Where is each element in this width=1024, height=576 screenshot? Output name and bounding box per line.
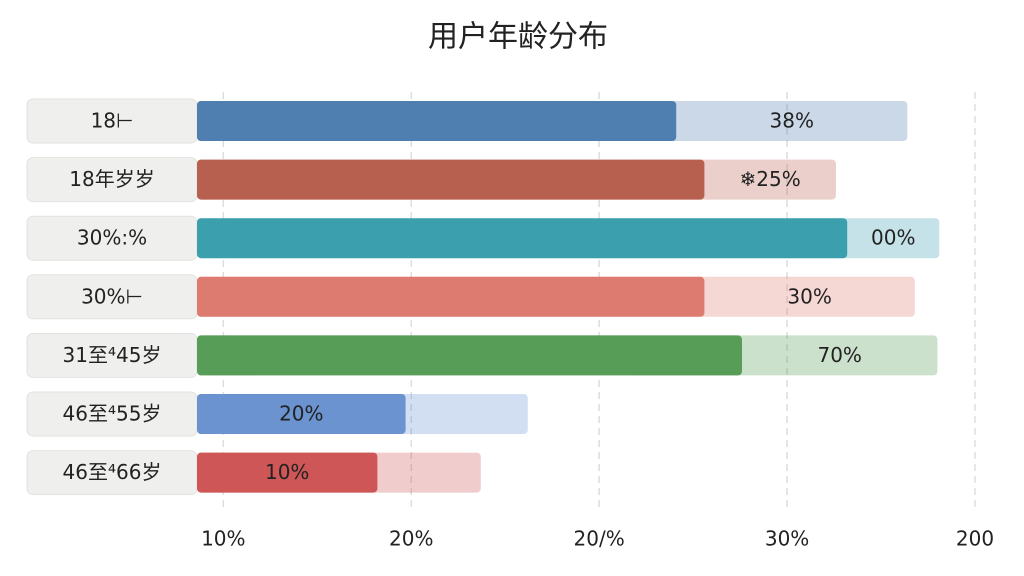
x-tick-label: 20/% bbox=[574, 527, 625, 551]
bar-label: 38% bbox=[770, 109, 814, 133]
bar bbox=[197, 394, 406, 434]
bar bbox=[197, 452, 378, 493]
bar bbox=[197, 159, 705, 200]
x-tick-label: 20% bbox=[389, 527, 433, 551]
chart-title: 用户年龄分布 bbox=[428, 20, 608, 55]
bar-label: 20% bbox=[279, 402, 323, 426]
x-tick-label: 30% bbox=[765, 527, 809, 551]
bar-label: ❄25% bbox=[740, 167, 801, 191]
y-tick-label: 30%⊢ bbox=[81, 284, 143, 308]
bar-label: 70% bbox=[817, 343, 861, 367]
y-tick-label: 30%:% bbox=[77, 226, 147, 250]
bar bbox=[197, 276, 705, 317]
x-tick-label: 200 bbox=[956, 527, 994, 551]
bar-label: 10% bbox=[265, 460, 309, 484]
y-tick-label: 46至⁴55岁 bbox=[63, 402, 162, 426]
x-tick-label: 10% bbox=[201, 527, 245, 551]
bar bbox=[197, 335, 742, 376]
bar bbox=[197, 218, 848, 259]
bar-label: 00% bbox=[871, 226, 915, 250]
y-tick-label: 18⊢ bbox=[91, 109, 134, 133]
y-tick-label: 18年岁岁 bbox=[69, 167, 154, 191]
bar bbox=[197, 101, 677, 141]
y-tick-label: 46至⁴66岁 bbox=[63, 460, 162, 484]
y-tick-label: 31至⁴45岁 bbox=[63, 343, 162, 367]
bar-label: 30% bbox=[787, 284, 831, 308]
